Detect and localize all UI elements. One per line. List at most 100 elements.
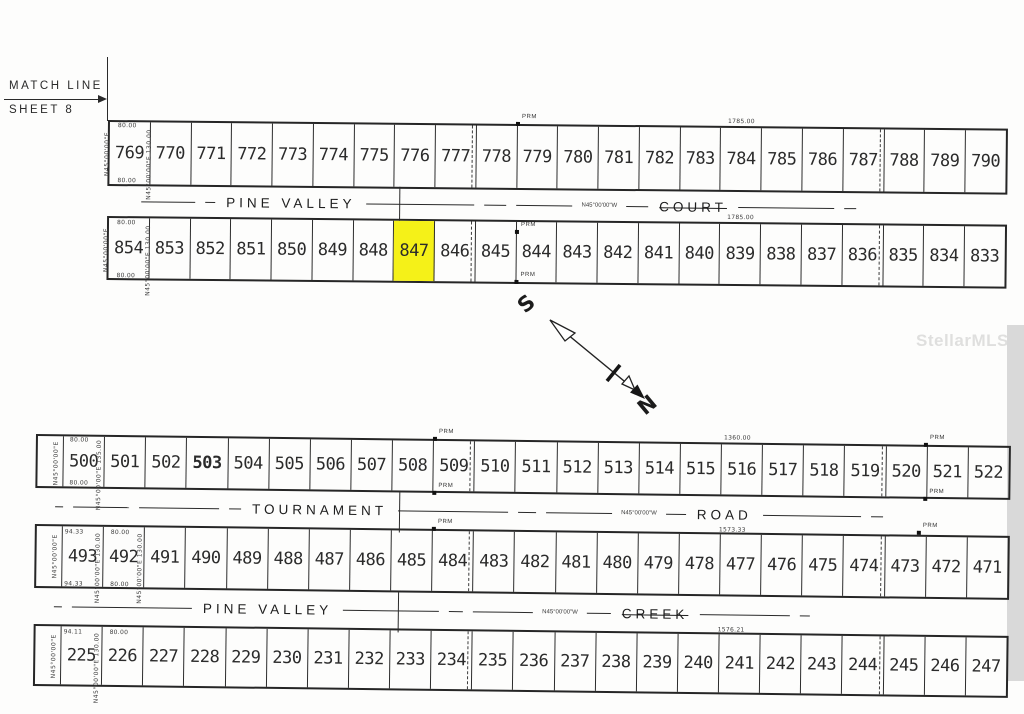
match-line-rule	[4, 99, 100, 100]
lot-number: 228	[189, 646, 220, 668]
lot-845: 845	[475, 221, 517, 282]
lot-number: 850	[276, 239, 307, 260]
lot-number: 772	[237, 144, 267, 165]
street-bearing: N45°00'00"W	[621, 510, 657, 517]
lot-number: 780	[563, 147, 593, 168]
lot-number: 771	[196, 143, 226, 165]
lot-790: 790	[965, 130, 1005, 192]
scrollbar[interactable]	[1007, 325, 1024, 681]
prm-dot-icon	[916, 530, 921, 535]
lot-520: 520	[885, 446, 928, 497]
lot-238: 238	[595, 632, 638, 692]
lot-number: 240	[683, 652, 713, 674]
lot-476: 476	[761, 534, 804, 596]
lot-number: 501	[110, 451, 140, 473]
lot-number: 225	[66, 645, 97, 666]
lot-506: 506	[310, 439, 352, 490]
lot-number: 237	[560, 651, 590, 672]
block-tournament-road: 500 501 502 503 504 505 506 507 508 509 510 511 512 5…	[32, 429, 1011, 703]
lot-number: 487	[314, 549, 345, 570]
lot-482: 482	[514, 531, 557, 593]
lot-number: 516	[726, 459, 757, 480]
lot-513: 513	[597, 442, 640, 494]
lot-number: 241	[724, 653, 755, 674]
lot-number: 785	[767, 149, 797, 170]
lot-number: 782	[644, 148, 675, 169]
lot-511: 511	[515, 441, 558, 493]
lot-241: 241	[718, 634, 761, 693]
lot-number: 776	[400, 145, 430, 167]
lot-243: 243	[801, 635, 843, 694]
dimension-label: 94.33	[64, 580, 83, 588]
lot-835: 835	[882, 225, 925, 286]
lot-number: 500	[68, 451, 99, 472]
lot-841: 841	[638, 223, 680, 284]
dimension-label: 1360.00	[723, 434, 751, 442]
lot-number: 784	[726, 148, 756, 170]
lot-number: 246	[930, 655, 960, 677]
prm-marker: PRM	[432, 429, 463, 441]
lot-789: 789	[924, 129, 967, 193]
dimension-label: N45°00'00"E	[51, 534, 59, 579]
lot-number: 506	[315, 454, 346, 475]
prm-marker: PRM	[432, 483, 462, 495]
lot-number: 473	[890, 556, 920, 577]
lot-number: 232	[354, 648, 384, 670]
lot-849: 849	[312, 219, 354, 281]
lot-number: 238	[601, 651, 631, 673]
lot-515: 515	[680, 443, 722, 495]
dimension-label: 80.00	[69, 479, 89, 487]
lot-number: 476	[766, 554, 797, 576]
lot-number: 490	[191, 547, 221, 569]
lot-774: 774	[313, 123, 355, 187]
lot-number: 492	[108, 546, 139, 568]
lot-number: 834	[929, 245, 959, 267]
lot-number: 851	[236, 239, 266, 260]
lot-853: 853	[149, 218, 191, 279]
lot-516: 516	[721, 444, 764, 495]
block-pine-valley-court: 769 770 771 772 773 774 775 776 777 778 779 780 781 7…	[103, 114, 1008, 296]
street-bearing: N45°00'00"W	[542, 609, 578, 616]
lot-502: 502	[145, 437, 188, 488]
lot-number: 508	[397, 455, 428, 476]
lot-number: 515	[685, 458, 716, 480]
prm-dot-icon	[515, 121, 521, 126]
lot-number: 231	[313, 648, 343, 669]
prm-marker: PRM	[916, 523, 947, 535]
lot-number: 234	[436, 649, 467, 671]
lot-834: 834	[923, 225, 966, 287]
dimension-label: 80.00	[109, 628, 129, 637]
prm-label: PRM	[520, 271, 536, 279]
lot-number: 244	[847, 654, 878, 676]
lot-489: 489	[226, 528, 269, 589]
prm-label: PRM	[520, 221, 536, 229]
lot-row-225-247: 225 226 227 228 229 230 231 232 233 234 235 236 237 2…	[32, 623, 1009, 698]
prm-label: PRM	[437, 518, 453, 526]
lot-483: 483	[473, 531, 516, 592]
lot-number: 775	[359, 145, 389, 166]
dimension-label: N45°00'00"E 130.00	[93, 532, 102, 604]
lot-number: 230	[272, 647, 302, 669]
lot-848: 848	[353, 220, 395, 281]
lot-number: 837	[806, 244, 837, 265]
dimension-label: 80.00	[110, 580, 129, 589]
dimension-label: 1576.21	[717, 626, 745, 634]
lot-505: 505	[268, 438, 311, 490]
lot-number: 505	[274, 453, 305, 475]
lot-787: 787	[843, 129, 885, 192]
lot-number: 502	[151, 452, 181, 473]
lot-783: 783	[680, 127, 722, 190]
lot-236: 236	[513, 631, 556, 691]
lot-240: 240	[677, 633, 720, 693]
lot-471: 471	[967, 537, 1008, 597]
lot-522: 522	[968, 447, 1009, 497]
lot-786: 786	[802, 128, 844, 192]
lot-number: 847	[399, 240, 429, 262]
lot-number: 773	[277, 144, 308, 165]
lot-number: 852	[195, 238, 225, 260]
lot-508: 508	[392, 440, 435, 491]
street-name-road: ROAD	[696, 506, 752, 523]
dimension-label: N45°00'00"E 130.00	[92, 632, 101, 704]
street-name-court: COURT	[659, 198, 728, 215]
lot-number: 504	[233, 453, 263, 474]
